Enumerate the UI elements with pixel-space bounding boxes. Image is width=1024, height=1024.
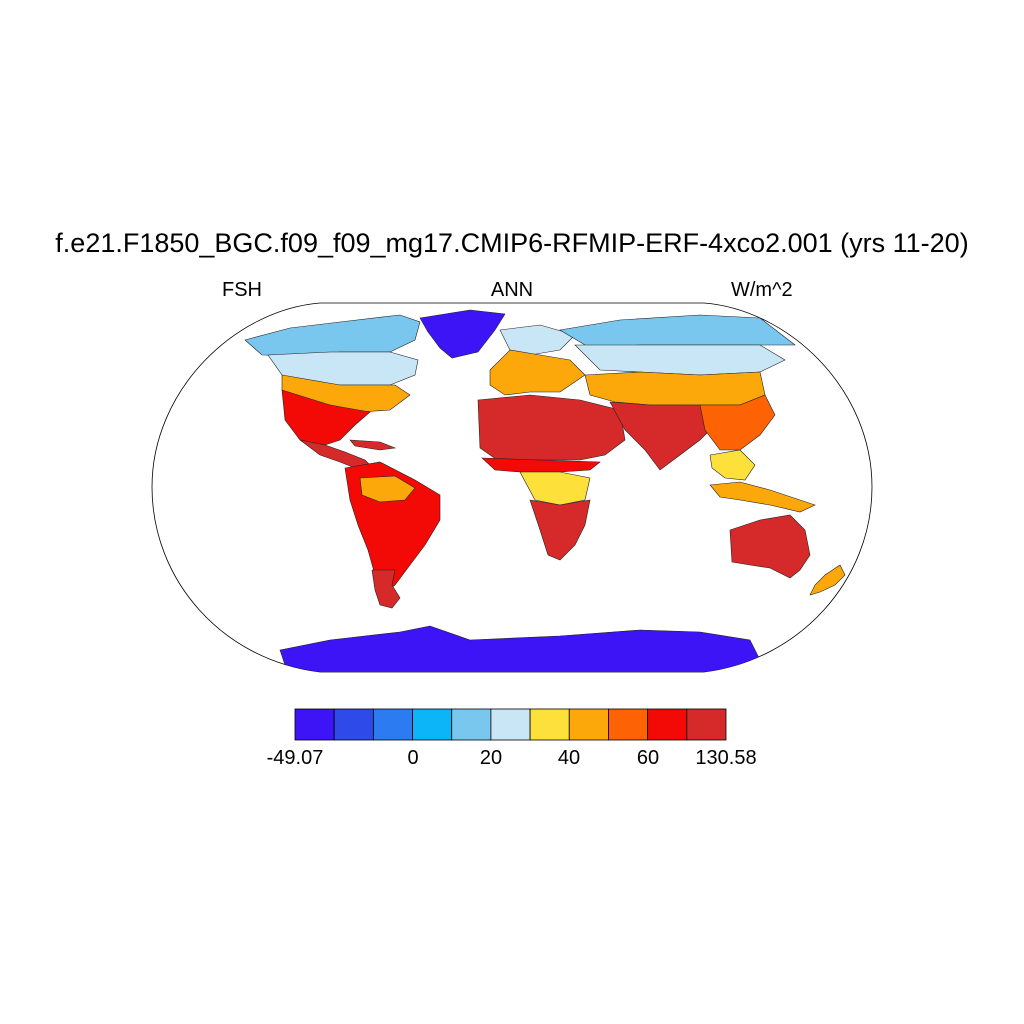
region-new-zealand [809,564,846,596]
units-label: W/m^2 [731,279,793,301]
region-sahel [481,457,601,473]
season-label: ANN [490,279,534,301]
colorbar-label-0: 0 [407,747,419,769]
region-patagonia [371,569,401,609]
colorbar-label-max: 130.58 [695,747,757,769]
colorbar-label-20: 20 [479,747,503,769]
region-indonesia [709,481,816,513]
region-antarctica [279,625,761,672]
colorbar-swatch [333,708,374,741]
colorbar-swatch [412,708,453,741]
region-southern-africa [529,499,591,561]
colorbar-swatch [372,708,413,741]
colorbar-label-40: 40 [557,747,581,769]
colorbar-swatch [451,708,492,741]
region-greenland [419,309,506,359]
region-amazon [359,475,416,503]
colorbar-swatch [529,708,570,741]
region-east-asia [699,394,776,451]
colorbar-swatch [647,708,688,741]
colorbar-swatch [686,708,727,741]
map-title: f.e21.F1850_BGC.f09_f09_mg17.CMIP6-RFMIP… [55,228,969,258]
region-siberia-boreal [574,344,786,376]
region-australia [729,514,811,579]
colorbar-label-min: -49.07 [266,747,324,769]
colorbar-label-60: 60 [636,747,660,769]
colorbar-swatch [490,708,531,741]
region-us-south-mexico [281,389,371,446]
region-europe-mid [489,349,586,396]
region-central-africa [519,471,591,506]
colorbar-swatch [294,708,335,741]
region-southeast-asia [709,449,756,481]
region-south-asia [609,401,721,471]
variable-label: FSH [222,279,262,301]
colorbar-swatch [568,708,609,741]
colorbar-swatch [608,708,649,741]
region-sahara-arabia [477,394,626,463]
